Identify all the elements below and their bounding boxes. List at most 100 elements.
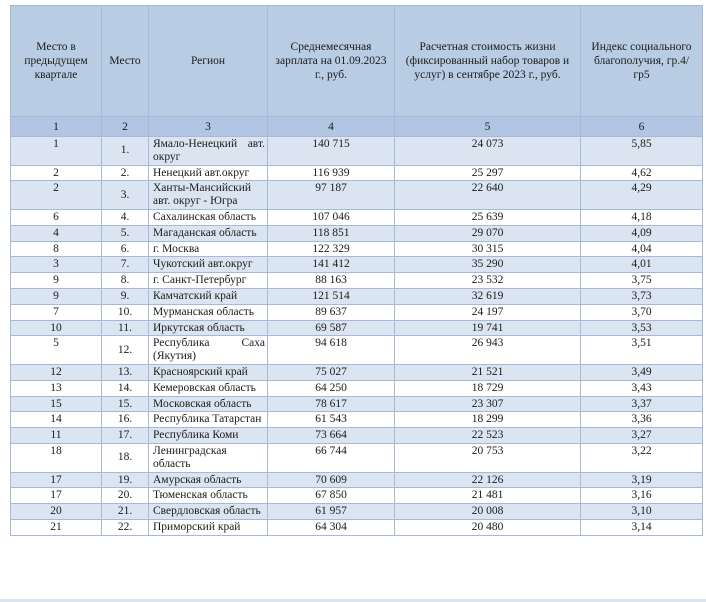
header-index: Индекс социального благополучия, гр.4/ г…	[580, 5, 703, 117]
cell-salary: 75 027	[267, 363, 395, 381]
column-number-row: 1 2 3 4 5 6	[10, 116, 703, 137]
cell-region: Иркутская область	[148, 319, 268, 337]
cell-region: Республика Саха (Якутия)	[148, 335, 268, 365]
cell-region: Сахалинская область	[148, 208, 268, 226]
cell-cost: 35 290	[394, 256, 581, 274]
cell-prev-place: 10	[10, 319, 102, 337]
cell-salary: 61 543	[267, 411, 395, 429]
cell-cost: 30 315	[394, 240, 581, 258]
cell-prev-place: 8	[10, 240, 102, 258]
cell-cost: 21 481	[394, 487, 581, 505]
column-number-4: 4	[267, 116, 395, 137]
cell-region: Красноярский край	[148, 363, 268, 381]
cell-prev-place: 12	[10, 363, 102, 381]
table-body: 1 1. Ямало-Ненецкий авт. округ 140 715 24 07…	[10, 136, 703, 536]
cell-place: 21.	[101, 503, 149, 520]
cell-index: 3,22	[580, 442, 703, 473]
cell-region: Республика Коми	[148, 427, 268, 444]
cell-salary: 121 514	[267, 287, 395, 305]
cell-place: 3.	[101, 180, 149, 210]
ranking-table: Место в предыдущем квартале Место Регион…	[10, 5, 703, 536]
cell-region: Чукотский авт.округ	[148, 256, 268, 274]
cell-salary: 97 187	[267, 180, 395, 210]
column-number-6: 6	[580, 116, 703, 137]
cell-salary: 73 664	[267, 427, 395, 444]
cell-salary: 116 939	[267, 164, 395, 182]
table-row: 10 11. Иркутская область 69 587 19 741 3,53	[10, 319, 703, 337]
cell-prev-place: 20	[10, 503, 102, 520]
cell-salary: 67 850	[267, 487, 395, 505]
cell-place: 12.	[101, 335, 149, 365]
table-row: 1 1. Ямало-Ненецкий авт. округ 140 715 24 07…	[10, 136, 703, 166]
header-cost: Расчетная стоимость жизни (фиксированный…	[394, 5, 581, 117]
cell-index: 3,43	[580, 379, 703, 397]
table-row: 17 19. Амурская область 70 609 22 126 3,19	[10, 471, 703, 489]
cell-region: Кемеровская область	[148, 379, 268, 397]
header-row: Место в предыдущем квартале Место Регион…	[10, 5, 703, 117]
table-row: 15 15. Московская область 78 617 23 307 3,37	[10, 395, 703, 413]
header-salary: Среднемесячная зарплата на 01.09.2023 г.…	[267, 5, 395, 117]
cell-index: 3,36	[580, 411, 703, 429]
cell-salary: 64 304	[267, 518, 395, 536]
cell-place: 22.	[101, 518, 149, 536]
cell-prev-place: 4	[10, 224, 102, 242]
window-bottom-edge	[0, 599, 706, 602]
cell-place: 9.	[101, 287, 149, 305]
cell-region: Свердловская область	[148, 503, 268, 520]
table-row: 11 17. Республика Коми 73 664 22 523 3,27	[10, 427, 703, 444]
table-row: 5 12. Республика Саха (Якутия) 94 618 26 943…	[10, 335, 703, 365]
cell-place: 19.	[101, 471, 149, 489]
cell-index: 4,29	[580, 180, 703, 210]
cell-place: 4.	[101, 208, 149, 226]
cell-prev-place: 5	[10, 335, 102, 365]
cell-index: 3,51	[580, 335, 703, 365]
cell-prev-place: 17	[10, 471, 102, 489]
header-prev-place: Место в предыдущем квартале	[10, 5, 102, 117]
cell-cost: 20 753	[394, 442, 581, 473]
table-row: 2 3. Ханты-Мансийский авт. округ - Югра 97 …	[10, 180, 703, 210]
cell-index: 3,19	[580, 471, 703, 489]
cell-cost: 20 480	[394, 518, 581, 536]
cell-index: 4,18	[580, 208, 703, 226]
cell-prev-place: 2	[10, 180, 102, 210]
table-row: 17 20. Тюменская область 67 850 21 481 3,16	[10, 487, 703, 505]
cell-salary: 140 715	[267, 136, 395, 166]
cell-salary: 70 609	[267, 471, 395, 489]
cell-cost: 21 521	[394, 363, 581, 381]
cell-place: 15.	[101, 395, 149, 413]
cell-prev-place: 9	[10, 287, 102, 305]
cell-salary: 66 744	[267, 442, 395, 473]
cell-prev-place: 11	[10, 427, 102, 444]
cell-cost: 29 070	[394, 224, 581, 242]
header-place: Место	[101, 5, 149, 117]
cell-region: Ненецкий авт.округ	[148, 164, 268, 182]
cell-place: 14.	[101, 379, 149, 397]
cell-prev-place: 1	[10, 136, 102, 166]
cell-index: 4,62	[580, 164, 703, 182]
table-row: 13 14. Кемеровская область 64 250 18 729 3,43	[10, 379, 703, 397]
cell-region: Ленинградская область	[148, 442, 268, 473]
cell-region: Московская область	[148, 395, 268, 413]
table-row: 20 21. Свердловская область 61 957 20 008 3,1…	[10, 503, 703, 520]
table-header: Место в предыдущем квартале Место Регион…	[10, 5, 703, 137]
cell-cost: 20 008	[394, 503, 581, 520]
cell-cost: 18 729	[394, 379, 581, 397]
column-number-5: 5	[394, 116, 581, 137]
cell-cost: 25 639	[394, 208, 581, 226]
cell-region: Камчатский край	[148, 287, 268, 305]
cell-prev-place: 2	[10, 164, 102, 182]
cell-index: 3,16	[580, 487, 703, 505]
cell-region: Амурская область	[148, 471, 268, 489]
cell-prev-place: 9	[10, 272, 102, 289]
cell-index: 4,09	[580, 224, 703, 242]
cell-prev-place: 17	[10, 487, 102, 505]
cell-index: 3,27	[580, 427, 703, 444]
cell-cost: 22 523	[394, 427, 581, 444]
cell-salary: 107 046	[267, 208, 395, 226]
cell-salary: 88 163	[267, 272, 395, 289]
table-row: 4 5. Магаданская область 118 851 29 070 4,09	[10, 224, 703, 242]
cell-prev-place: 15	[10, 395, 102, 413]
cell-place: 7.	[101, 256, 149, 274]
cell-cost: 32 619	[394, 287, 581, 305]
cell-salary: 118 851	[267, 224, 395, 242]
